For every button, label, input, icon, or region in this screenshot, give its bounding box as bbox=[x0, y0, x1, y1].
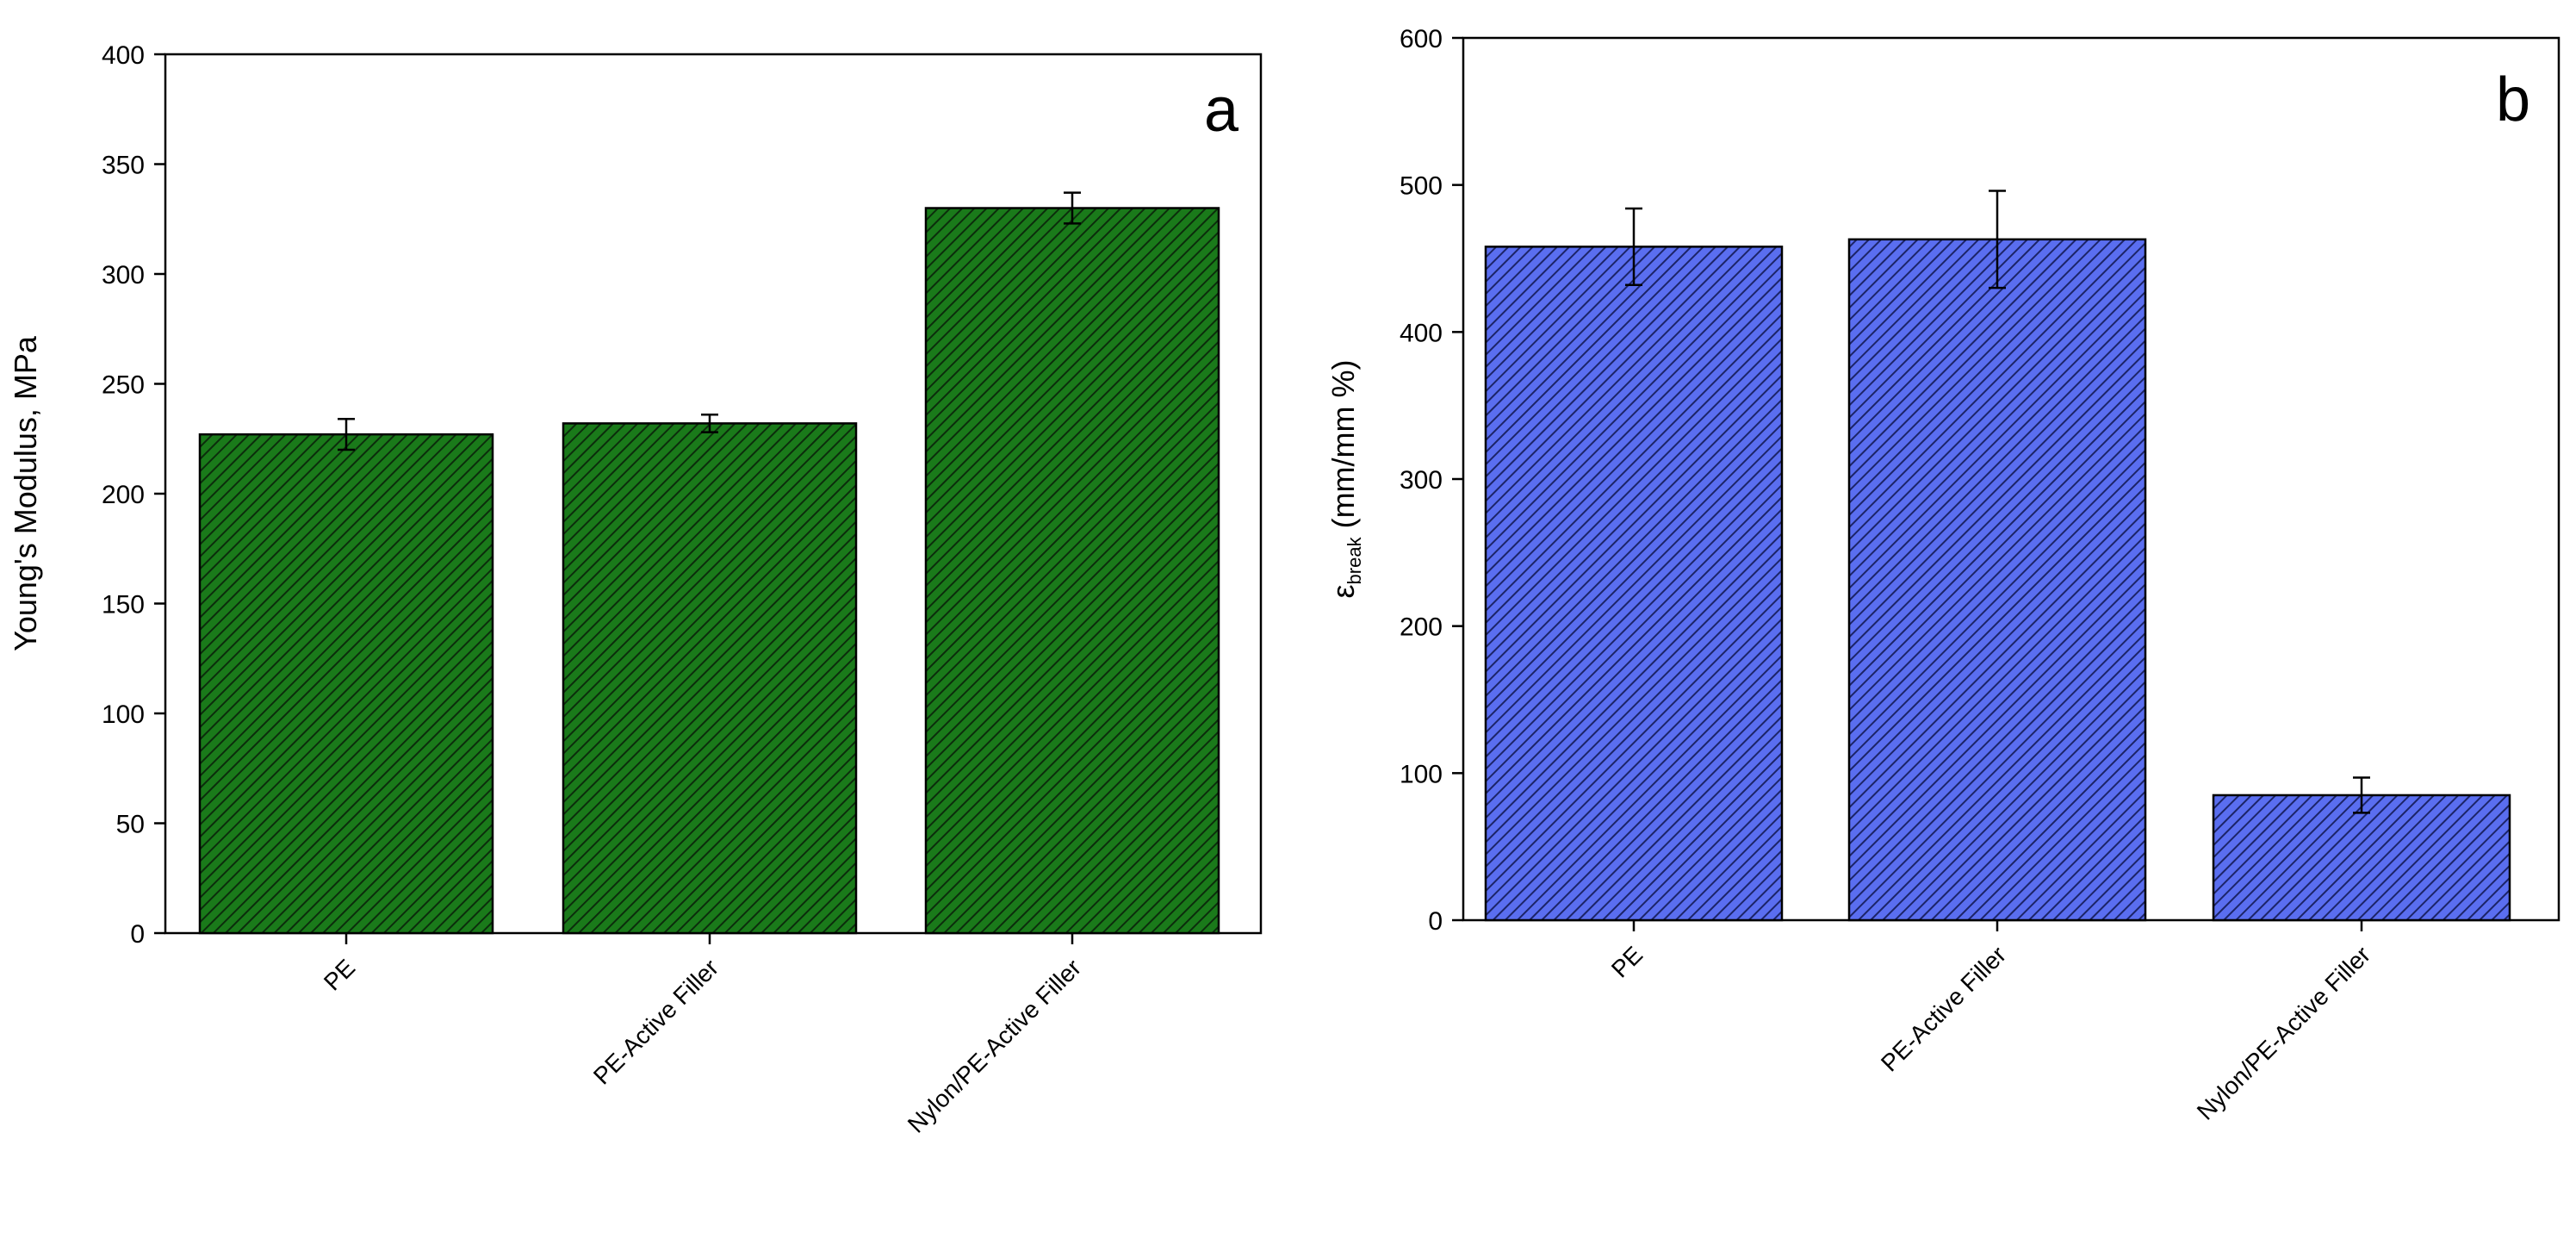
y-tick-label: 150 bbox=[102, 591, 145, 619]
bar-1 bbox=[1484, 246, 1784, 922]
y-axis: 0 50 100 150 200 250 300 350 400 bbox=[102, 41, 165, 949]
x-tick-label: PE bbox=[1606, 941, 1648, 982]
bar-3 bbox=[2212, 794, 2511, 922]
y-tick-label: 300 bbox=[1400, 466, 1443, 495]
y-tick-label: 100 bbox=[102, 700, 145, 729]
chart-panel-b: 0 100 200 300 400 500 600 PE PE-Active Filler Nyl… bbox=[1325, 25, 2560, 1125]
panel-label: b bbox=[2496, 65, 2530, 134]
x-tick-label: PE-Active Filler bbox=[588, 954, 723, 1089]
x-tick-label: Nylon/PE-Active Filler bbox=[903, 954, 1086, 1137]
chart-panel-a: 0 50 100 150 200 250 300 350 400 PE PE-Active Fill… bbox=[8, 41, 1263, 1138]
bar-3 bbox=[924, 207, 1220, 935]
error-bar-2 bbox=[701, 413, 718, 433]
y-tick-label: 50 bbox=[116, 811, 145, 839]
error-bar-1 bbox=[338, 418, 355, 451]
y-axis: 0 100 200 300 400 500 600 bbox=[1400, 25, 1463, 936]
y-tick-label: 300 bbox=[102, 261, 145, 289]
y-tick-label: 200 bbox=[1400, 613, 1443, 642]
y-axis-title: εbreak (mm/mm %) bbox=[1325, 359, 1365, 598]
y-axis-title: Young's Modulus, MPa bbox=[8, 335, 43, 651]
bar-2 bbox=[1847, 238, 2147, 922]
error-bar-3 bbox=[1064, 191, 1081, 225]
bar-2 bbox=[562, 422, 858, 935]
panel-label: a bbox=[1204, 76, 1239, 145]
y-tick-label: 350 bbox=[102, 152, 145, 180]
y-tick-label: 100 bbox=[1400, 760, 1443, 788]
x-tick-label: PE-Active Filler bbox=[1876, 941, 2011, 1076]
y-tick-label: 400 bbox=[102, 41, 145, 70]
y-tick-label: 0 bbox=[130, 920, 145, 949]
y-tick-label: 250 bbox=[102, 371, 145, 400]
error-bar-1 bbox=[1625, 207, 1642, 286]
bar-1 bbox=[198, 433, 494, 935]
x-tick-label: Nylon/PE-Active Filler bbox=[2192, 941, 2375, 1124]
x-tick-label: PE bbox=[319, 954, 360, 995]
y-tick-label: 400 bbox=[1400, 319, 1443, 347]
y-tick-label: 200 bbox=[102, 481, 145, 509]
y-tick-label: 500 bbox=[1400, 172, 1443, 201]
y-tick-label: 600 bbox=[1400, 25, 1443, 53]
error-bar-2 bbox=[1989, 190, 2006, 289]
error-bar-3 bbox=[2353, 776, 2370, 814]
y-tick-label: 0 bbox=[1428, 907, 1443, 936]
